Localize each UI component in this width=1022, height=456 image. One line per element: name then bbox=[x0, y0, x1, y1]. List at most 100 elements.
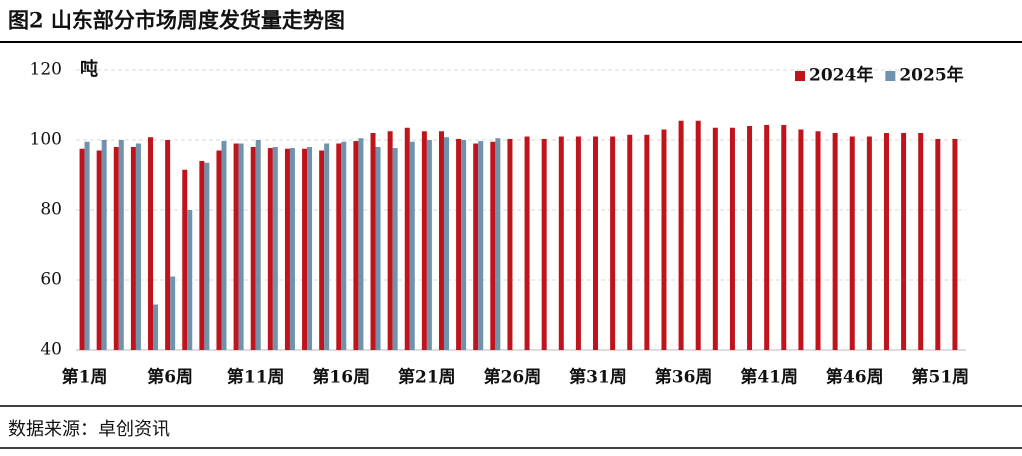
bar bbox=[644, 134, 650, 350]
bar bbox=[387, 131, 393, 350]
x-tick-label: 第51周 bbox=[911, 367, 969, 388]
bar bbox=[353, 141, 359, 350]
bar bbox=[319, 150, 325, 350]
bar bbox=[438, 131, 444, 350]
bar bbox=[289, 148, 295, 350]
x-tick-label: 第6周 bbox=[147, 367, 193, 388]
bar bbox=[678, 120, 684, 350]
bar bbox=[358, 138, 364, 350]
bar bbox=[199, 161, 205, 350]
bar bbox=[866, 136, 872, 350]
bar bbox=[747, 126, 753, 350]
x-tick-label: 第31周 bbox=[569, 367, 627, 388]
bar bbox=[148, 137, 154, 350]
source: 数据来源：卓创资讯 bbox=[8, 419, 170, 440]
bar bbox=[272, 147, 278, 350]
bar bbox=[284, 148, 290, 350]
bar bbox=[558, 136, 564, 350]
legend-label: 2025年 bbox=[899, 65, 963, 86]
bar bbox=[404, 127, 410, 350]
x-tick-label: 第21周 bbox=[398, 367, 456, 388]
bar bbox=[233, 143, 239, 350]
y-unit: 吨 bbox=[80, 58, 98, 80]
bar bbox=[165, 140, 171, 350]
y-tick-label: 100 bbox=[30, 130, 62, 150]
x-tick-label: 第11周 bbox=[227, 367, 285, 388]
bar bbox=[409, 141, 415, 350]
y-tick-label: 40 bbox=[40, 340, 62, 360]
bar bbox=[370, 133, 376, 350]
bar bbox=[101, 140, 107, 350]
bar bbox=[267, 148, 273, 350]
bar bbox=[135, 143, 141, 350]
bar bbox=[182, 169, 188, 350]
y-tick-label: 120 bbox=[30, 60, 62, 80]
bar bbox=[781, 124, 787, 350]
bar bbox=[118, 140, 124, 350]
x-tick-label: 第36周 bbox=[655, 367, 713, 388]
bar bbox=[478, 141, 484, 350]
bar bbox=[113, 147, 119, 350]
bar bbox=[610, 136, 616, 350]
x-tick-label: 第16周 bbox=[312, 367, 370, 388]
legend-swatch bbox=[795, 71, 805, 81]
y-tick-label: 60 bbox=[40, 270, 62, 290]
bar bbox=[421, 131, 427, 350]
bar bbox=[712, 127, 718, 350]
bar bbox=[695, 120, 701, 350]
y-tick-label: 80 bbox=[40, 200, 62, 220]
bar bbox=[473, 143, 479, 350]
bar bbox=[324, 143, 330, 350]
bar bbox=[729, 127, 735, 350]
bar bbox=[883, 133, 889, 350]
bar bbox=[426, 140, 432, 350]
bar bbox=[341, 141, 347, 350]
bar bbox=[221, 141, 227, 350]
bar bbox=[255, 140, 261, 350]
bar bbox=[495, 138, 501, 350]
bar bbox=[84, 141, 90, 350]
bar bbox=[461, 140, 467, 350]
bar bbox=[79, 148, 85, 350]
bar bbox=[336, 143, 342, 350]
legend-swatch bbox=[885, 71, 896, 81]
bar bbox=[170, 276, 176, 350]
bar bbox=[250, 147, 256, 350]
bar bbox=[918, 133, 924, 350]
bar bbox=[238, 143, 244, 350]
bar bbox=[575, 136, 581, 350]
bar bbox=[832, 133, 838, 350]
x-tick-label: 第26周 bbox=[484, 367, 542, 388]
chart-title: 图2 山东部分市场周度发货量走势图 bbox=[8, 8, 345, 33]
bar bbox=[130, 147, 136, 350]
x-tick-label: 第1周 bbox=[62, 367, 108, 388]
bar bbox=[935, 138, 941, 350]
bar bbox=[375, 147, 381, 350]
bar bbox=[307, 147, 313, 350]
bar bbox=[187, 210, 193, 350]
bar bbox=[443, 137, 449, 350]
bar bbox=[952, 138, 958, 350]
bar bbox=[849, 136, 855, 350]
bar bbox=[96, 150, 102, 350]
bar bbox=[901, 133, 907, 350]
bar bbox=[204, 162, 210, 350]
bar bbox=[764, 124, 770, 350]
bar bbox=[456, 138, 462, 350]
bar bbox=[661, 129, 667, 350]
legend-label: 2024年 bbox=[809, 65, 873, 86]
bar bbox=[302, 148, 308, 350]
bar bbox=[593, 136, 599, 350]
bar bbox=[507, 138, 513, 350]
bar bbox=[153, 304, 159, 350]
x-tick-label: 第46周 bbox=[826, 367, 884, 388]
bar bbox=[798, 129, 804, 350]
bar bbox=[815, 131, 821, 350]
bar bbox=[524, 136, 530, 350]
bar bbox=[490, 141, 496, 350]
bar bbox=[627, 134, 633, 350]
bar bbox=[392, 148, 398, 350]
x-tick-label: 第41周 bbox=[740, 367, 798, 388]
bar bbox=[216, 150, 222, 350]
